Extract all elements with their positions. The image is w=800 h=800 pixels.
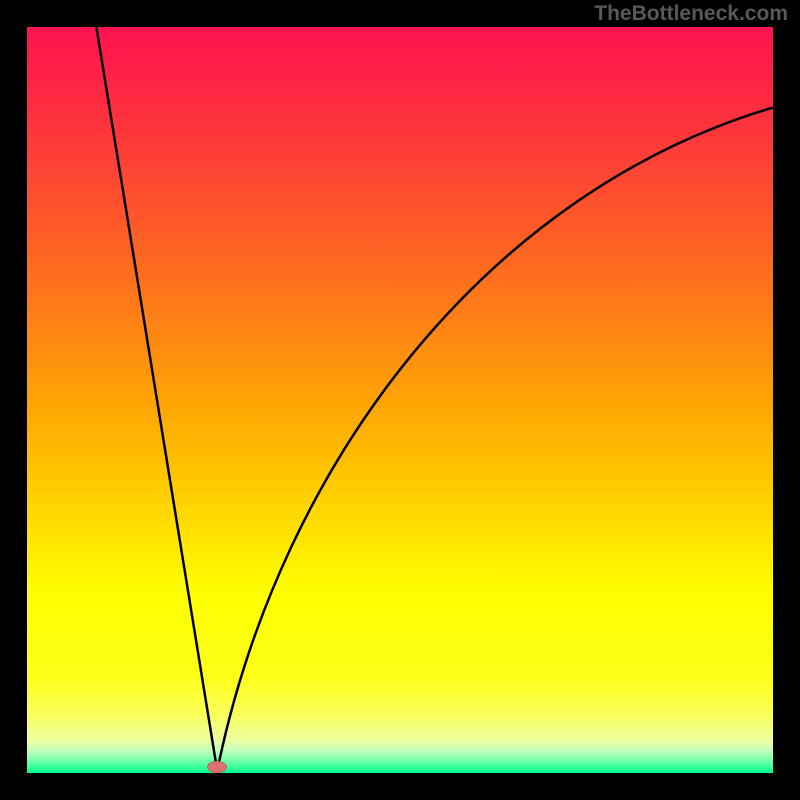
chart-plot-area [27,27,773,773]
chart-curve-layer [27,27,773,773]
bottleneck-curve [96,27,773,771]
watermark-text: TheBottleneck.com [594,2,788,26]
minimum-marker [207,761,227,773]
